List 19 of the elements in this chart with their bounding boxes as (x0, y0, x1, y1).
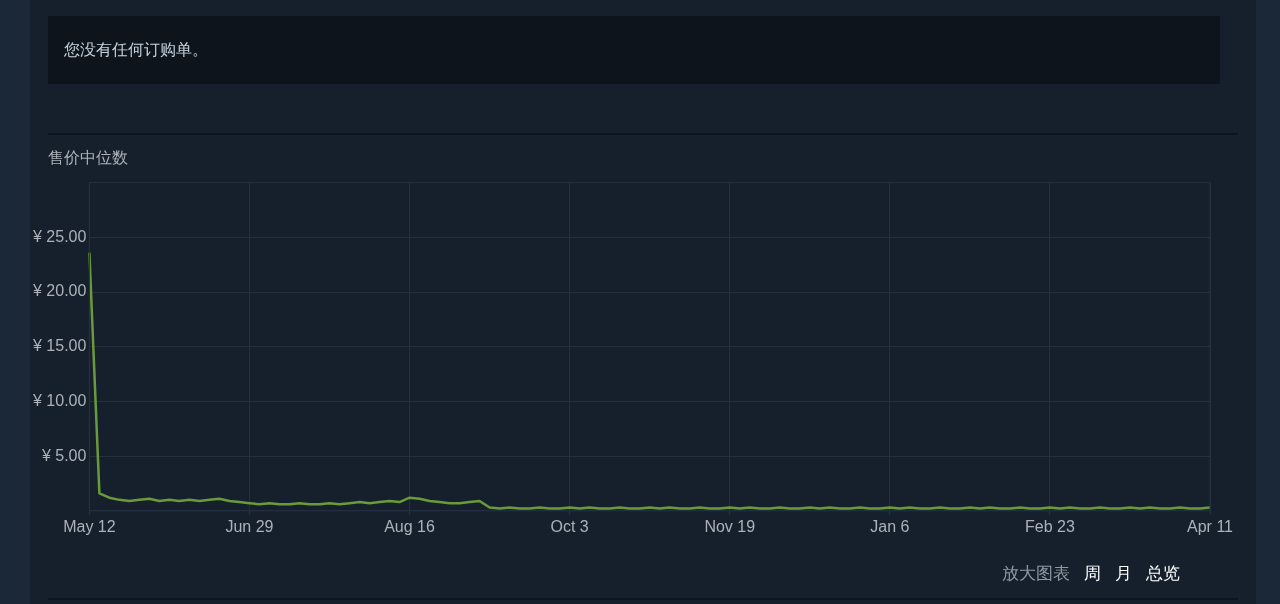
y-tick-label: ¥ 5.00 (40, 446, 87, 464)
chart-title: 售价中位数 (48, 148, 128, 169)
x-tick-label: Aug 16 (384, 517, 436, 535)
y-tick-label: ¥ 25.00 (31, 227, 87, 245)
text: 您没有任何订购单。 (48, 16, 1220, 84)
y-tick-label: ¥ 20.00 (31, 282, 87, 300)
text: 放大图表 (1002, 563, 1070, 583)
y-tick-label: ¥ 15.00 (31, 337, 87, 355)
x-tick-label: Feb 23 (1025, 517, 1075, 535)
x-tick-label: Jan 6 (870, 517, 910, 535)
x-tick-label: May 12 (63, 517, 116, 535)
text: 月 (1115, 563, 1132, 583)
y-tick-label: ¥ 10.00 (31, 391, 87, 409)
x-tick-label: Jun 29 (225, 517, 274, 535)
text: 周 (1084, 563, 1101, 583)
x-tick-label: Nov 19 (704, 517, 756, 535)
x-tick-label: Apr 11 (1187, 517, 1234, 535)
x-tick-label: Oct 3 (550, 517, 589, 535)
text: 总览 (1146, 563, 1180, 583)
